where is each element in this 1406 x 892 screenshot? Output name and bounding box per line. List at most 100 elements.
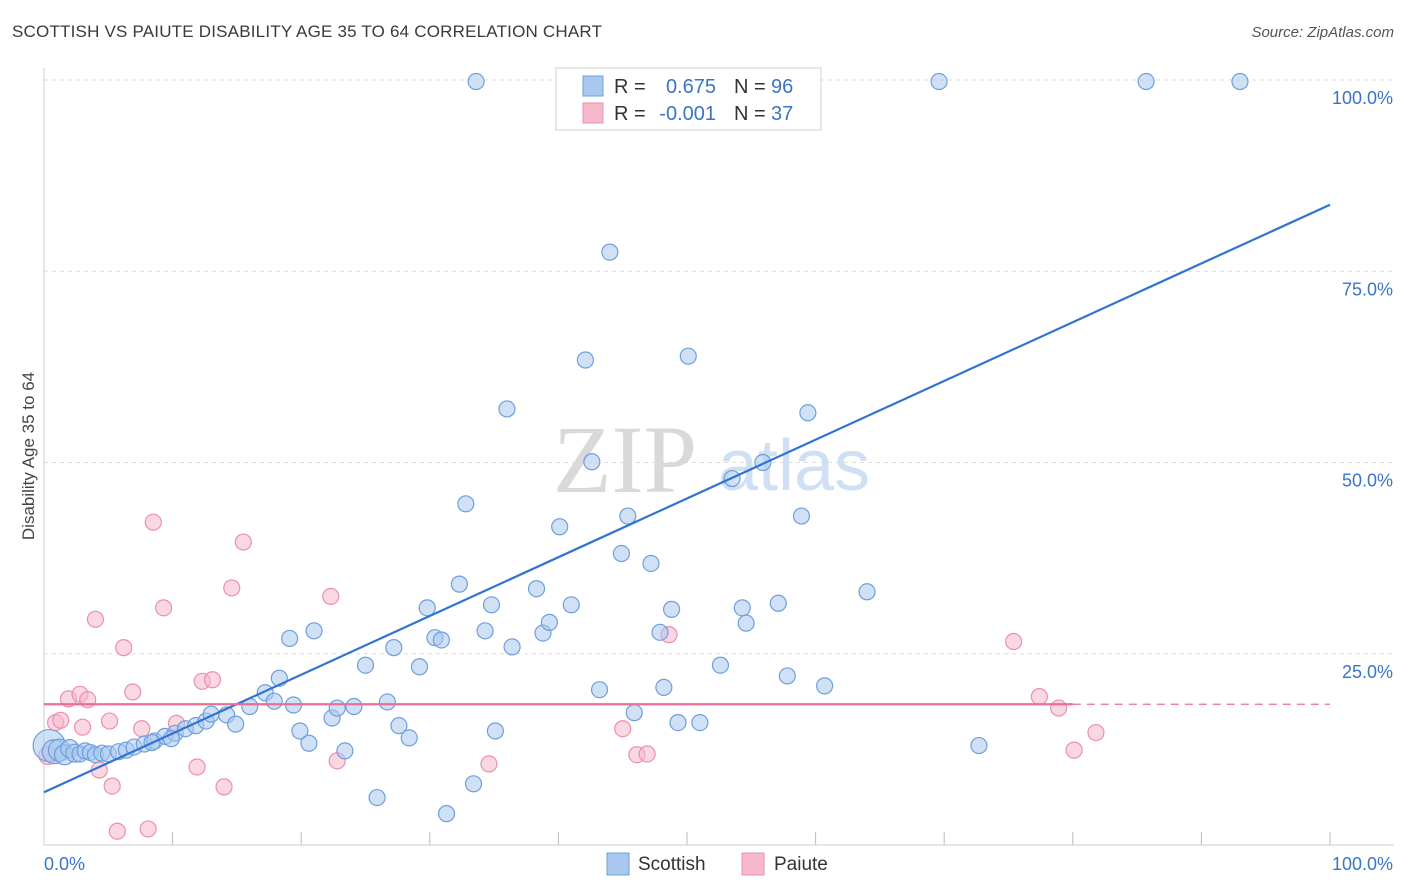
scottish-point (476, 622, 494, 640)
paiute-point (100, 712, 119, 730)
scottish-series (32, 72, 1249, 823)
scottish-point (601, 243, 619, 261)
scottish-point (265, 692, 283, 710)
paiute-point (1030, 687, 1048, 706)
bottom-legend-label-paiute: Paiute (774, 854, 828, 875)
scottish-point (816, 677, 834, 695)
scottish-point (368, 788, 386, 807)
scottish-point (583, 453, 601, 471)
scottish-point (858, 583, 876, 601)
scottish-point (503, 638, 521, 656)
paiute-point (1005, 632, 1023, 651)
y-axis-label: Disability Age 35 to 64 (19, 372, 38, 540)
paiute-point (215, 778, 233, 796)
scottish-point (551, 518, 569, 536)
paiute-point (223, 579, 241, 597)
scottish-point (540, 613, 558, 631)
paiute-point (234, 533, 252, 551)
paiute-point (108, 822, 126, 840)
scottish-point (1137, 72, 1155, 91)
paiute-point (154, 599, 173, 617)
bottom-legend: Scottish Paiute (606, 852, 828, 876)
stats-legend-r-value-paiute: -0.001 (659, 103, 716, 125)
scottish-point (482, 596, 501, 614)
bottom-legend-swatch-scottish (606, 852, 630, 876)
bottom-legend-swatch-paiute (741, 852, 765, 876)
paiute-point (188, 758, 206, 776)
x-tick-labels: 0.0% 100.0% (44, 854, 1393, 874)
paiute-point (86, 610, 105, 628)
scottish-point (930, 72, 948, 91)
chart-title: SCOTTISH VS PAIUTE DISABILITY AGE 35 TO … (12, 22, 603, 41)
scottish-point (754, 453, 772, 472)
watermark: ZIP atlas (553, 406, 870, 513)
scottish-point (464, 775, 483, 793)
scottish-point (227, 715, 245, 733)
paiute-point (52, 711, 70, 729)
scottish-point (799, 404, 817, 422)
paiute-point (133, 720, 151, 738)
scottish-point (305, 622, 323, 640)
stats-legend-n-label-paiute: N = (734, 103, 766, 125)
scottish-point (1231, 72, 1249, 91)
scottish-point (345, 697, 363, 716)
scottish-point (769, 594, 787, 612)
paiute-point (480, 755, 498, 773)
scottish-point (498, 400, 516, 418)
y-tick-label: 50.0% (1342, 471, 1393, 491)
paiute-point (638, 745, 656, 763)
chart-source: Source: ZipAtlas.com (1251, 24, 1394, 41)
scottish-point (356, 656, 375, 674)
trend-lines (43, 203, 1331, 794)
paiute-point (103, 777, 121, 795)
scottish-point (300, 734, 318, 752)
stats-legend-n-value-scottish: 96 (771, 76, 793, 98)
scottish-trend-line (43, 203, 1331, 794)
stats-legend-r-label-paiute: R = (614, 103, 646, 125)
paiute-point (1065, 741, 1083, 759)
stats-legend-swatch-paiute (582, 102, 604, 124)
paiute-series (38, 513, 1105, 840)
scottish-point (400, 729, 418, 747)
paiute-point (614, 720, 632, 738)
scottish-point (619, 507, 637, 525)
stats-legend-n-label-scottish: N = (734, 76, 766, 98)
scottish-point (733, 599, 751, 617)
paiute-point (322, 587, 340, 605)
x-tick-label-max: 100.0% (1332, 854, 1393, 874)
scottish-point (669, 713, 687, 732)
scottish-point (281, 629, 299, 648)
watermark-zip: ZIP (553, 406, 697, 513)
scottish-point (418, 599, 436, 617)
stats-legend: R = 0.675 N = 96 R = -0.001 N = 37 (555, 67, 822, 131)
scottish-point (792, 507, 811, 525)
scottish-point (527, 580, 546, 598)
scottish-point (679, 347, 697, 365)
y-tick-label: 25.0% (1342, 662, 1393, 682)
bottom-legend-label-scottish: Scottish (638, 854, 706, 875)
y-tick-label: 75.0% (1342, 279, 1393, 299)
scottish-point (642, 554, 660, 573)
scottish-point (467, 72, 485, 91)
scottish-point (576, 351, 595, 369)
paiute-point (115, 639, 133, 657)
scottish-point (590, 681, 609, 699)
paiute-point (1050, 699, 1068, 717)
scottish-point (970, 736, 988, 755)
scottish-point (711, 656, 730, 674)
scottish-point (457, 495, 475, 513)
paiute-point (1087, 723, 1105, 742)
scottish-point (291, 722, 309, 740)
scottish-point (691, 713, 709, 732)
scottish-point (778, 667, 796, 685)
paiute-point (124, 683, 142, 701)
scottish-point (385, 639, 403, 657)
paiute-point (139, 820, 157, 838)
scottish-point (486, 722, 504, 740)
y-tick-label: 100.0% (1332, 88, 1393, 108)
scottish-point (612, 544, 631, 563)
scottish-point (390, 717, 408, 735)
scottish-point (625, 704, 643, 722)
stats-legend-swatch-scottish (582, 75, 604, 97)
